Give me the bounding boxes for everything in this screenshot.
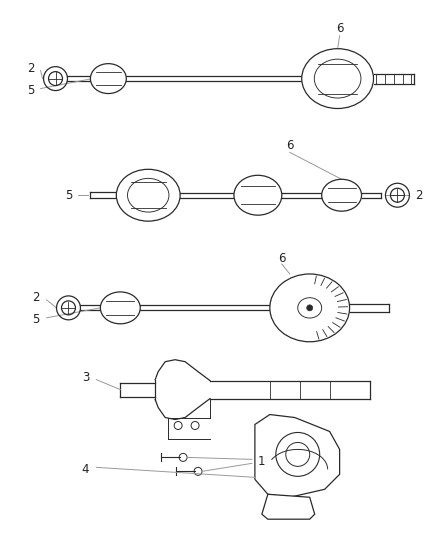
Text: 6: 6: [278, 252, 286, 264]
Text: 4: 4: [81, 463, 89, 476]
Text: 2: 2: [32, 292, 39, 304]
Text: 5: 5: [32, 313, 39, 326]
Text: 1: 1: [258, 455, 265, 468]
Circle shape: [276, 432, 320, 477]
Polygon shape: [262, 494, 314, 519]
Circle shape: [307, 305, 313, 311]
Polygon shape: [255, 415, 339, 497]
Ellipse shape: [234, 175, 282, 215]
Text: 6: 6: [336, 22, 343, 35]
Ellipse shape: [270, 274, 350, 342]
Text: 3: 3: [82, 371, 89, 384]
Ellipse shape: [90, 63, 126, 94]
Ellipse shape: [117, 169, 180, 221]
Ellipse shape: [321, 179, 361, 211]
Text: 2: 2: [416, 189, 423, 201]
Ellipse shape: [302, 49, 374, 109]
Text: 6: 6: [286, 139, 293, 152]
Text: 2: 2: [27, 62, 34, 75]
Ellipse shape: [100, 292, 140, 324]
Text: 5: 5: [27, 84, 34, 97]
Text: 5: 5: [65, 189, 72, 201]
